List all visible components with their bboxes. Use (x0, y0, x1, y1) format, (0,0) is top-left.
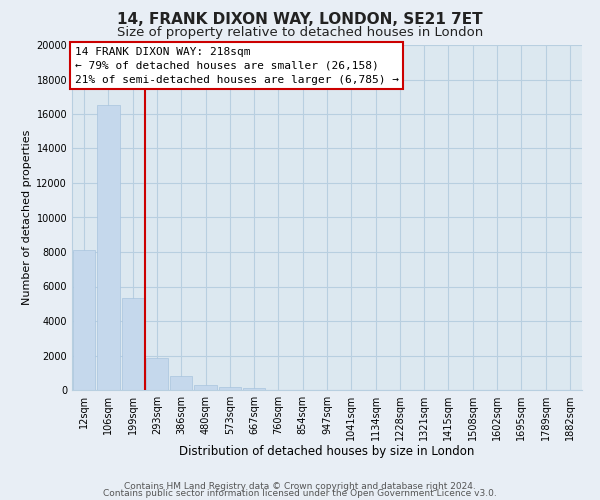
Bar (146, 358, 168, 390)
Text: Contains HM Land Registry data © Crown copyright and database right 2024.: Contains HM Land Registry data © Crown c… (124, 482, 476, 491)
Text: Size of property relative to detached houses in London: Size of property relative to detached ho… (117, 26, 483, 39)
Bar (122, 298, 144, 390)
X-axis label: Distribution of detached houses by size in London: Distribution of detached houses by size … (179, 444, 475, 458)
Text: 14 FRANK DIXON WAY: 218sqm
← 79% of detached houses are smaller (26,158)
21% of : 14 FRANK DIXON WAY: 218sqm ← 79% of deta… (74, 46, 398, 84)
Text: Contains public sector information licensed under the Open Government Licence v3: Contains public sector information licen… (103, 489, 497, 498)
Bar (73, 250, 95, 390)
Bar (194, 385, 217, 390)
Bar (218, 386, 241, 390)
Bar (170, 376, 193, 390)
Text: 14, FRANK DIXON WAY, LONDON, SE21 7ET: 14, FRANK DIXON WAY, LONDON, SE21 7ET (117, 12, 483, 28)
Bar (243, 388, 265, 390)
Y-axis label: Number of detached properties: Number of detached properties (22, 130, 32, 305)
Bar (97, 106, 119, 390)
